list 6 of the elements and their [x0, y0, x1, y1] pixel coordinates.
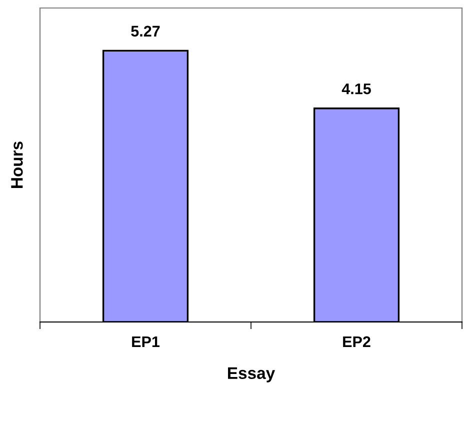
- x-axis-title: Essay: [228, 367, 276, 382]
- data-label: 4.15: [342, 84, 371, 94]
- data-label: 5.27: [131, 26, 160, 37]
- x-tick-label: EP1: [132, 336, 160, 347]
- y-axis-title: Hours: [11, 142, 23, 188]
- x-tick-label: EP2: [343, 336, 370, 347]
